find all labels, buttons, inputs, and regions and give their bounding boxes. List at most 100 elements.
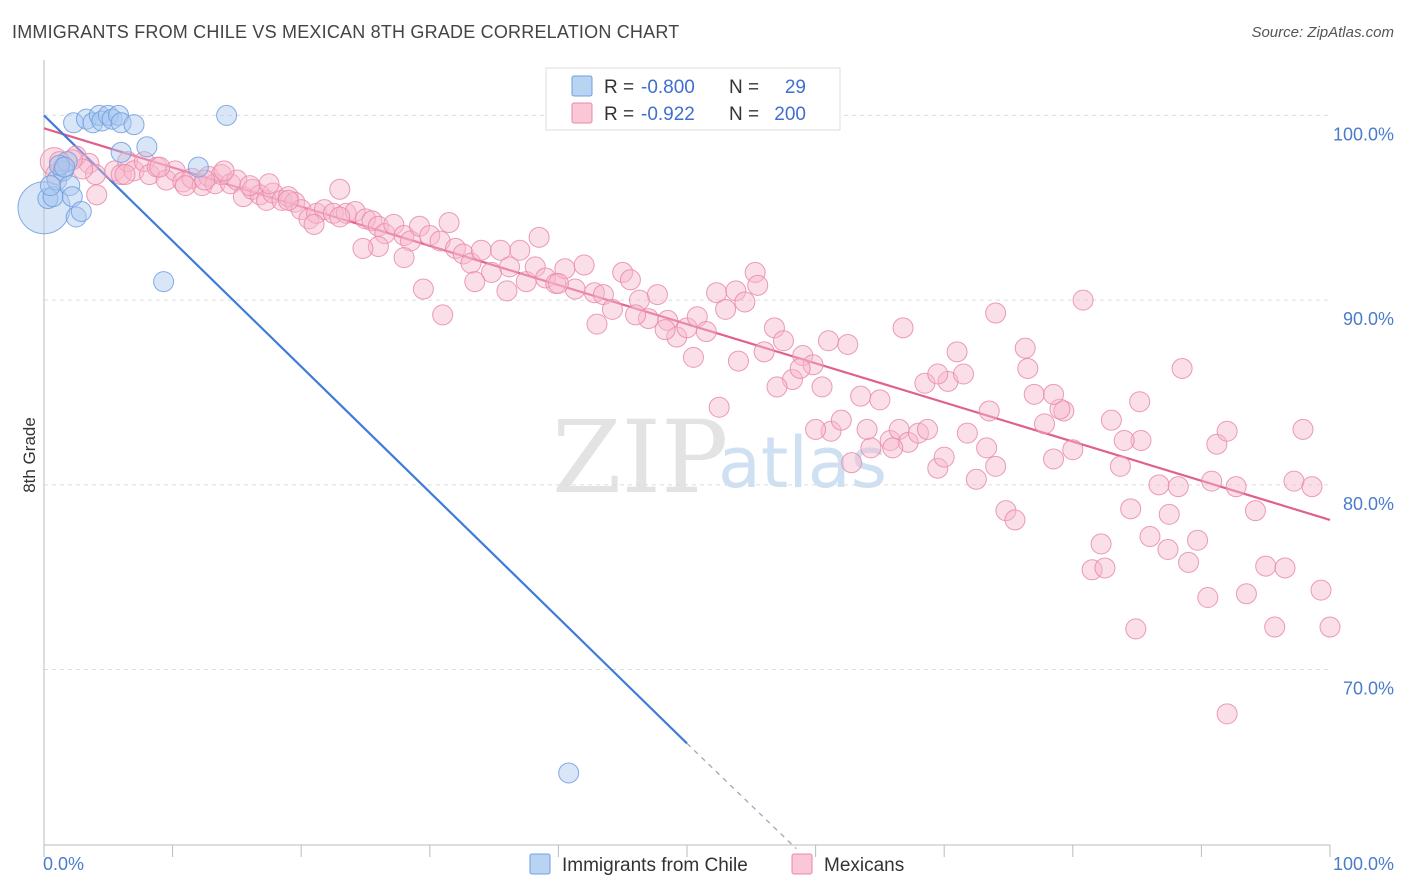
mexican-point-67: [601, 298, 623, 320]
mexican-point-112: [1034, 413, 1056, 435]
series-mexicans: [39, 145, 1341, 725]
mexican-point-93: [850, 385, 872, 407]
mexican-point-108: [995, 500, 1017, 522]
chart-title: IMMIGRANTS FROM CHILE VS MEXICAN 8TH GRA…: [12, 22, 680, 42]
mexican-point-157: [805, 418, 827, 440]
mexican-point-160: [708, 396, 730, 418]
mexican-point-102: [937, 370, 959, 392]
mexican-point-138: [1283, 470, 1305, 492]
mexican-point-135: [1255, 555, 1277, 577]
watermark-zip: ZIP: [552, 399, 728, 516]
mexican-point-166: [528, 226, 550, 248]
mexican-point-82: [744, 261, 766, 283]
mexican-point-84: [763, 317, 785, 339]
mexican-point-131: [1216, 420, 1238, 442]
mexican-point-100: [916, 418, 938, 440]
chile-point-22: [187, 156, 209, 178]
legend-n-label-chile: N =: [729, 77, 759, 98]
mexican-point-139: [1292, 418, 1314, 440]
bottom-legend-swatch-chile: [529, 853, 551, 875]
chile-point-9: [70, 200, 92, 222]
mexican-point-72: [646, 284, 668, 306]
mexican-point-109: [1004, 509, 1026, 531]
legend-box: [545, 67, 841, 131]
legend-r-value-mexicans: -0.922: [641, 104, 695, 125]
y-tick-label-1: 90.0%: [1343, 309, 1394, 329]
mexican-point-79: [715, 298, 737, 320]
mexican-point-120: [1109, 455, 1131, 477]
mexican-point-144: [1201, 470, 1223, 492]
legend-n-value-chile: 29: [785, 77, 806, 98]
chile-point-23: [216, 104, 238, 126]
mexican-point-146: [1125, 618, 1147, 640]
mexican-point-182: [149, 156, 171, 178]
legend-swatch-mexicans: [571, 102, 593, 124]
mexican-point-91: [830, 409, 852, 431]
mexican-point-5: [86, 184, 108, 206]
legend-r-value-chile: -0.800: [641, 77, 695, 98]
mexican-point-175: [303, 213, 325, 235]
chile-point-20: [110, 141, 132, 163]
mexican-point-176: [277, 189, 299, 211]
mexican-point-88: [802, 354, 824, 376]
mexican-point-197: [952, 363, 974, 385]
mexican-point-190: [985, 302, 1007, 324]
chile-point-21: [136, 136, 158, 158]
mexican-point-44: [393, 224, 415, 246]
mexican-point-35: [322, 202, 344, 224]
mexican-point-152: [978, 400, 1000, 422]
mexican-point-47: [419, 224, 441, 246]
bottom-legend-label-chile: Immigrants from Chile: [562, 855, 748, 876]
mexican-point-115: [1062, 439, 1084, 461]
mexican-point-101: [927, 457, 949, 479]
mexican-point-183: [114, 164, 136, 186]
mexican-point-11: [138, 164, 160, 186]
mexican-point-129: [1197, 586, 1219, 608]
mexican-point-137: [1274, 557, 1296, 579]
mexican-point-53: [470, 239, 492, 261]
chile-point-19: [123, 114, 145, 136]
mexican-point-125: [1158, 503, 1180, 525]
mexican-point-174: [329, 206, 351, 228]
y-tick-label-0: 100.0%: [1333, 124, 1394, 144]
mexican-point-21: [219, 173, 241, 195]
mexican-point-193: [837, 333, 859, 355]
mexican-point-126: [1167, 476, 1189, 498]
mexican-point-168: [464, 271, 486, 293]
chile-point-11: [75, 108, 97, 130]
mexican-point-165: [547, 272, 569, 294]
data-points: [17, 104, 1341, 784]
mexican-point-64: [573, 254, 595, 276]
mexican-point-123: [1139, 526, 1161, 548]
chile-point-27: [39, 175, 61, 197]
mexican-point-77: [695, 321, 717, 343]
mexican-point-158: [766, 376, 788, 398]
mexican-point-162: [654, 319, 676, 341]
mexican-point-104: [956, 422, 978, 444]
mexican-point-134: [1244, 500, 1266, 522]
mexican-point-78: [706, 282, 728, 304]
mexican-point-114: [1053, 400, 1075, 422]
mexican-point-94: [860, 437, 882, 459]
mexican-point-147: [1094, 557, 1116, 579]
mexican-point-80: [725, 280, 747, 302]
x-tick-label-min: 0.0%: [43, 854, 84, 874]
mexican-point-85: [772, 330, 794, 352]
y-tick-label-2: 80.0%: [1343, 494, 1394, 514]
mexican-point-132: [1225, 476, 1247, 498]
legend-n-label-mexicans: N =: [729, 104, 759, 125]
mexican-point-106: [976, 437, 998, 459]
mexican-point-167: [496, 280, 518, 302]
mexican-point-95: [869, 389, 891, 411]
mexican-point-151: [1017, 357, 1039, 379]
mexican-point-116: [1072, 289, 1094, 311]
trend-line-chile: [43, 114, 688, 745]
mexican-point-42: [374, 223, 396, 245]
correlation-legend: R = -0.800 N = 29 R = -0.922 N = 200: [545, 67, 841, 131]
mexican-point-159: [727, 350, 749, 372]
mexican-point-113: [1043, 448, 1065, 470]
mexican-point-194: [789, 357, 811, 379]
mexican-point-23: [232, 186, 254, 208]
mexican-point-50: [445, 237, 467, 259]
mexican-point-24: [241, 178, 263, 200]
